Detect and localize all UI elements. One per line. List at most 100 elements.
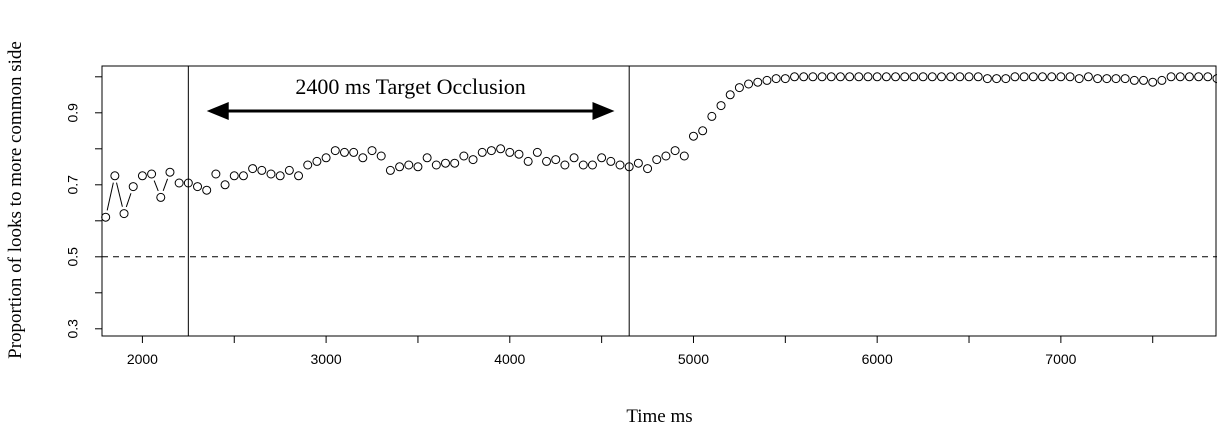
- data-point: [441, 158, 451, 168]
- data-point: [643, 164, 653, 174]
- data-point: [679, 151, 689, 161]
- data-point: [303, 160, 313, 170]
- data-point: [1047, 72, 1057, 82]
- occlusion-boundaries: [187, 66, 630, 336]
- data-point: [835, 72, 845, 82]
- x-tick-label: 4000: [494, 351, 525, 367]
- data-point: [698, 126, 708, 136]
- data-point: [248, 164, 258, 174]
- data-point: [872, 72, 882, 82]
- connector-segment: [153, 180, 159, 192]
- data-point: [936, 72, 946, 82]
- data-point: [606, 156, 616, 166]
- data-point: [1093, 74, 1103, 84]
- data-point: [817, 72, 827, 82]
- data-point: [257, 165, 267, 175]
- data-point: [1148, 77, 1158, 87]
- data-point: [1074, 74, 1084, 84]
- data-point: [101, 212, 111, 222]
- data-point: [294, 171, 304, 181]
- data-point: [496, 144, 506, 154]
- data-point: [771, 74, 781, 84]
- y-axis-title: Proportion of looks to more common side: [5, 41, 26, 359]
- data-point: [542, 156, 552, 166]
- data-point: [1184, 72, 1194, 82]
- data-point: [1212, 74, 1217, 84]
- data-point: [330, 146, 340, 156]
- data-point: [569, 153, 579, 163]
- data-point: [238, 171, 248, 181]
- data-point: [1065, 72, 1075, 82]
- data-point: [385, 165, 395, 175]
- data-point: [918, 72, 928, 82]
- data-point: [275, 171, 285, 181]
- data-point: [1157, 75, 1167, 85]
- data-point: [459, 151, 469, 161]
- data-point: [523, 156, 533, 166]
- data-point: [854, 72, 864, 82]
- occlusion-annotation: 2400 ms Target Occlusion: [206, 74, 615, 120]
- data-point: [955, 72, 965, 82]
- annotation-arrow-left-head: [206, 102, 229, 120]
- x-tick-label: 3000: [311, 351, 342, 367]
- data-point: [1019, 72, 1029, 82]
- data-point: [587, 160, 597, 170]
- data-point: [229, 171, 239, 181]
- connector-segment: [125, 193, 132, 208]
- data-point: [964, 72, 974, 82]
- data-point: [1166, 72, 1176, 82]
- data-point: [909, 72, 919, 82]
- data-point: [404, 160, 414, 170]
- y-tick-label: 0.7: [65, 175, 81, 195]
- data-point: [266, 169, 276, 179]
- data-point: [707, 111, 717, 121]
- data-point: [1083, 72, 1093, 82]
- data-point: [790, 72, 800, 82]
- data-point: [661, 151, 671, 161]
- data-point: [1129, 75, 1139, 85]
- data-point: [1056, 72, 1066, 82]
- data-point: [1194, 72, 1204, 82]
- data-point: [578, 160, 588, 170]
- data-point: [551, 155, 561, 165]
- data-point: [725, 90, 735, 100]
- data-point: [900, 72, 910, 82]
- data-point: [688, 131, 698, 141]
- data-point: [514, 149, 524, 159]
- data-point: [826, 72, 836, 82]
- data-point: [863, 72, 873, 82]
- data-point: [982, 74, 992, 84]
- data-point: [137, 171, 147, 181]
- data-point: [395, 162, 405, 172]
- data-point: [1102, 74, 1112, 84]
- data-point: [716, 101, 726, 111]
- data-point: [927, 72, 937, 82]
- data-point: [780, 74, 790, 84]
- y-axis: 0.3 0.5 0.7 0.9: [65, 76, 102, 339]
- data-point: [376, 151, 386, 161]
- x-tick-label: 5000: [678, 351, 709, 367]
- data-point: [845, 72, 855, 82]
- data-point: [1010, 72, 1020, 82]
- connector-segments: [106, 178, 169, 211]
- data-point: [799, 72, 809, 82]
- data-point: [193, 182, 203, 192]
- y-tick-label: 0.5: [65, 247, 81, 267]
- data-point: [477, 147, 487, 157]
- plot-frame: [101, 65, 1217, 337]
- data-point: [339, 147, 349, 157]
- data-point: [597, 153, 607, 163]
- data-point: [174, 178, 184, 188]
- data-point: [881, 72, 891, 82]
- data-point: [202, 185, 212, 195]
- data-point: [762, 75, 772, 85]
- data-point: [156, 192, 166, 202]
- data-point: [744, 79, 754, 89]
- data-point: [505, 147, 515, 157]
- data-point: [946, 72, 956, 82]
- x-axis: 2000 3000 4000 5000 6000 7000: [127, 336, 1154, 367]
- data-point: [1203, 72, 1213, 82]
- data-point: [183, 178, 193, 188]
- data-point: [486, 146, 496, 156]
